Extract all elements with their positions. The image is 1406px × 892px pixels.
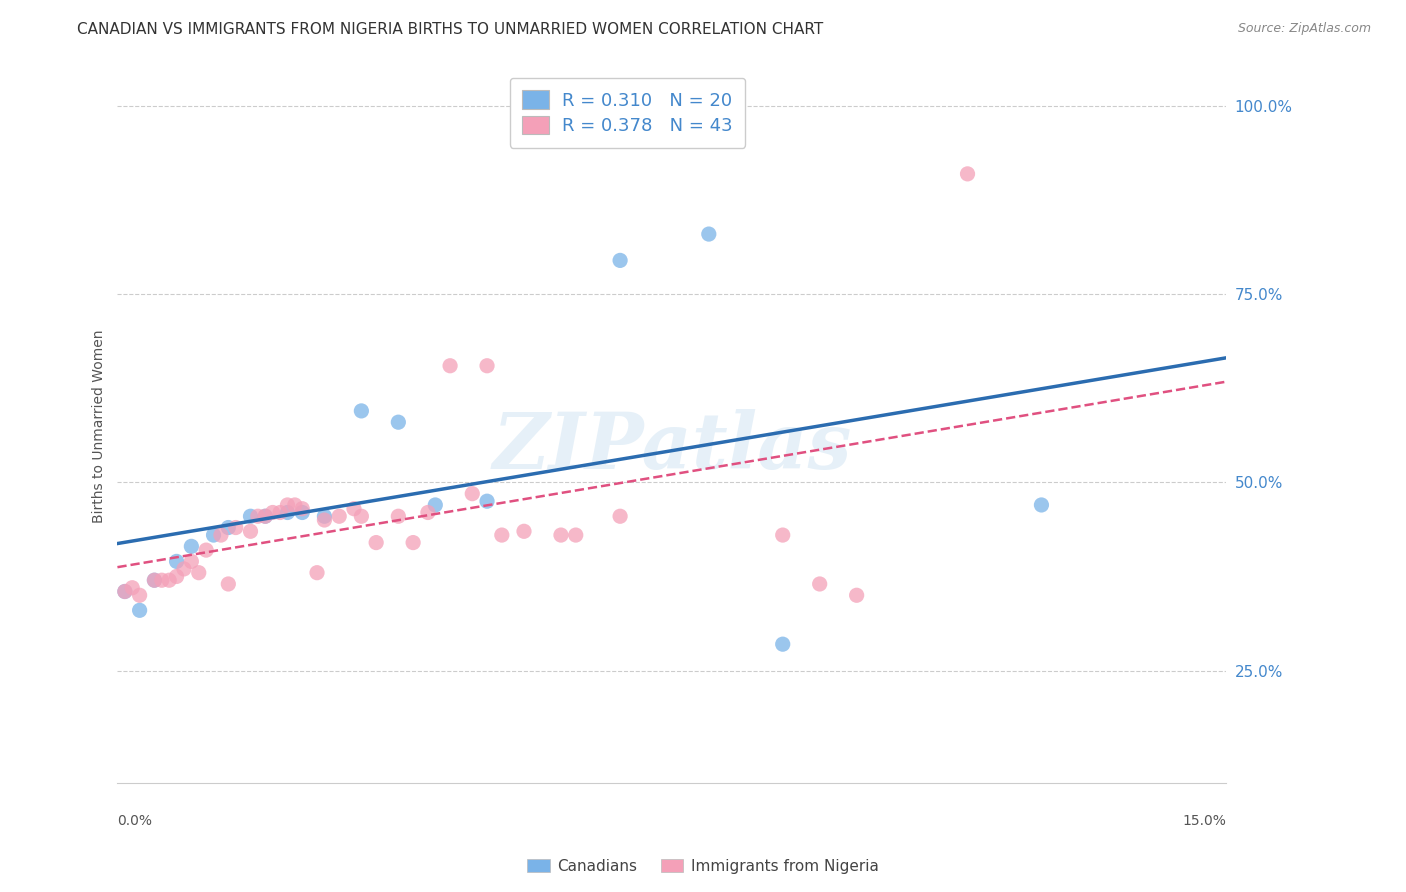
Point [128, 588, 150, 602]
Point [845, 588, 868, 602]
Text: ZIPatlas: ZIPatlas [492, 409, 852, 485]
Point [291, 501, 314, 516]
Point [350, 509, 373, 524]
Point [150, 573, 173, 587]
Point [254, 509, 277, 524]
Point [416, 506, 439, 520]
Point [246, 509, 269, 524]
Point [808, 577, 831, 591]
Point [475, 359, 498, 373]
Legend: Canadians, Immigrants from Nigeria: Canadians, Immigrants from Nigeria [522, 853, 884, 880]
Point [239, 524, 262, 539]
Point [284, 498, 307, 512]
Point [305, 566, 328, 580]
Point [772, 528, 794, 542]
Point [425, 498, 447, 512]
Point [475, 494, 498, 508]
Point [314, 513, 336, 527]
Point [128, 603, 150, 617]
Point [217, 577, 239, 591]
Point [121, 581, 143, 595]
Point [239, 509, 262, 524]
Point [187, 566, 209, 580]
Point [276, 506, 298, 520]
Point [262, 506, 284, 520]
Legend: R = 0.310   N = 20, R = 0.378   N = 43: R = 0.310 N = 20, R = 0.378 N = 43 [510, 78, 745, 148]
Point [772, 637, 794, 651]
Point [114, 584, 136, 599]
Point [166, 569, 188, 583]
Text: Source: ZipAtlas.com: Source: ZipAtlas.com [1237, 22, 1371, 36]
Point [564, 528, 586, 542]
Point [157, 573, 180, 587]
Point [143, 573, 166, 587]
Point [195, 543, 218, 558]
Text: CANADIAN VS IMMIGRANTS FROM NIGERIA BIRTHS TO UNMARRIED WOMEN CORRELATION CHART: CANADIAN VS IMMIGRANTS FROM NIGERIA BIRT… [77, 22, 824, 37]
Point [314, 509, 336, 524]
Point [328, 509, 350, 524]
Point [513, 524, 536, 539]
Point [609, 253, 631, 268]
Point [173, 562, 195, 576]
Point [387, 415, 409, 429]
Point [143, 573, 166, 587]
Point [366, 535, 388, 549]
Point [209, 528, 232, 542]
Point [276, 498, 298, 512]
Point [697, 227, 720, 241]
Point [387, 509, 409, 524]
Point [609, 509, 631, 524]
Point [461, 486, 484, 500]
Point [491, 528, 513, 542]
Point [114, 584, 136, 599]
Point [180, 554, 202, 568]
Point [402, 535, 425, 549]
Y-axis label: Births to Unmarried Women: Births to Unmarried Women [93, 329, 107, 523]
Point [225, 520, 247, 534]
Point [291, 506, 314, 520]
Point [956, 167, 979, 181]
Point [269, 506, 291, 520]
Point [343, 501, 366, 516]
Point [202, 528, 225, 542]
Point [439, 359, 461, 373]
Point [217, 520, 239, 534]
Point [1031, 498, 1053, 512]
Point [254, 509, 277, 524]
Text: 0.0%: 0.0% [118, 814, 152, 828]
Text: 15.0%: 15.0% [1182, 814, 1226, 828]
Point [180, 540, 202, 554]
Point [350, 404, 373, 418]
Point [550, 528, 572, 542]
Point [166, 554, 188, 568]
